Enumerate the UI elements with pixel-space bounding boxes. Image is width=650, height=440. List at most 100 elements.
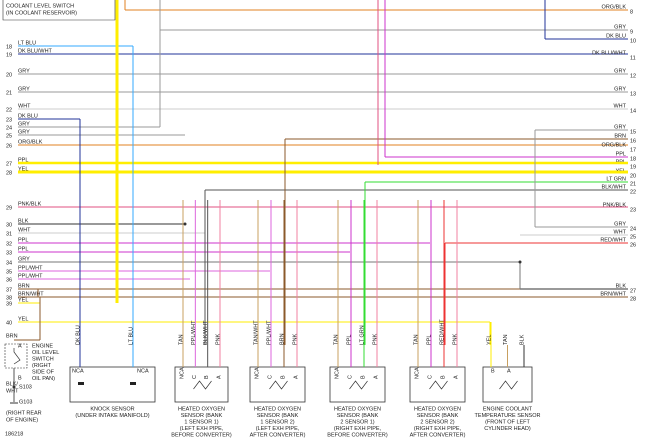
- right-pin: 20: [630, 173, 636, 179]
- oil-label: SWITCH: [32, 356, 54, 362]
- component-label: HEATED OXYGEN: [414, 406, 461, 412]
- right-pin: 28: [630, 296, 636, 302]
- left-color: YEL: [18, 316, 28, 322]
- left-color: DK BLU: [18, 113, 38, 119]
- pin-label: B: [491, 368, 495, 374]
- left-color: PPL: [18, 237, 28, 243]
- splice: [518, 260, 522, 264]
- pin-wire-label: PPL/WHT: [266, 320, 272, 345]
- figure-id: 186218: [5, 431, 23, 437]
- left-pin: 27: [6, 161, 12, 167]
- right-color: GRY: [614, 124, 626, 130]
- left-color: PPL: [18, 157, 28, 163]
- pin-wire-label: PPL/WHT: [191, 320, 197, 345]
- pin-wire-label: BLK/WHT: [203, 320, 209, 345]
- component-label: 1 SENSOR 2): [260, 419, 294, 425]
- component-label: AFTER CONVERTER): [250, 432, 306, 438]
- left-pin: 21: [6, 90, 12, 96]
- ground-label: (RIGHT REAR: [6, 410, 42, 416]
- pin-label: NCA: [254, 367, 260, 379]
- left-color: BLK: [18, 218, 29, 224]
- sensor-symbol: [269, 380, 288, 390]
- left-color: ORG/BLK: [18, 139, 43, 145]
- component-label: 1 SENSOR 1): [184, 419, 218, 425]
- pin-label: C: [427, 375, 433, 379]
- component-label: (LEFT EXH PIPE,: [180, 426, 224, 432]
- left-color: GRY: [18, 68, 30, 74]
- oil-switch-box: [4, 343, 28, 369]
- left-pin: 35: [6, 269, 12, 275]
- left-pin: 39: [6, 301, 12, 307]
- right-pin: 10: [630, 38, 636, 44]
- component-label: TEMPERATURE SENSOR: [475, 413, 541, 419]
- sensor-symbol: [349, 380, 368, 390]
- left-pin: 20: [6, 72, 12, 78]
- left-pin: 26: [6, 143, 12, 149]
- right-pin: 26: [630, 242, 636, 248]
- pin-label: A: [293, 375, 299, 379]
- pin-label: A: [453, 375, 459, 379]
- right-pin: 25: [630, 234, 636, 240]
- left-color: PNK/BLK: [18, 201, 42, 207]
- pin-wire-label: YEL: [486, 335, 492, 345]
- left-pin: 34: [6, 260, 12, 266]
- pin-label: NCA: [72, 368, 84, 374]
- sensor-element: [78, 382, 84, 385]
- left-color: YEL: [18, 166, 28, 172]
- left-color: LT BLU: [18, 40, 36, 46]
- left-pin: 37: [6, 287, 12, 293]
- right-color: PNK/BLK: [603, 202, 627, 208]
- sensor-element: [130, 382, 136, 385]
- switch-symbol: [13, 348, 21, 365]
- pin-label: B: [280, 375, 286, 379]
- left-pin: 36: [6, 277, 12, 283]
- right-color: BLK/WHT: [602, 184, 627, 190]
- component-label: BEFORE CONVERTER): [327, 432, 388, 438]
- component-label: (FRONT OF LEFT: [485, 419, 530, 425]
- pin-label: C: [267, 375, 273, 379]
- right-color: BRN/WHT: [600, 291, 626, 297]
- oil-label: (RIGHT: [32, 363, 52, 369]
- left-color: PPL: [18, 246, 28, 252]
- left-pin: 19: [6, 52, 12, 58]
- pin-wire-label: TAN: [413, 334, 419, 345]
- header-label: (IN COOLANT RESERVOIR): [6, 10, 77, 16]
- pin-label: A: [216, 375, 222, 379]
- sensor-symbol: [429, 380, 448, 390]
- splice-label: S103: [19, 384, 32, 390]
- right-pin: 23: [630, 207, 636, 213]
- right-pin: 15: [630, 129, 636, 135]
- oil-pin: A: [18, 343, 22, 349]
- right-pin: 22: [630, 189, 636, 195]
- right-pin: 16: [630, 138, 636, 144]
- right-color: GRY: [614, 221, 626, 227]
- pin-label: NCA: [179, 367, 185, 379]
- pin-wire-label: TAN: [503, 334, 509, 345]
- pin-label: A: [373, 375, 379, 379]
- left-color: GRY: [18, 86, 30, 92]
- right-pin: 18: [630, 156, 636, 162]
- component-label: 2 SENSOR 1): [340, 419, 374, 425]
- pin-wire-label: TAN: [333, 334, 339, 345]
- pin-label: B: [360, 375, 366, 379]
- ground-label-id: G103: [19, 399, 32, 405]
- pin-wire-label: PNK: [452, 333, 458, 345]
- pin-wire-label: PNK: [292, 333, 298, 345]
- left-pin: 23: [6, 117, 12, 123]
- right-pin: 21: [630, 181, 636, 187]
- pin-label: B: [440, 375, 446, 379]
- left-color: BRN: [18, 283, 30, 289]
- pin-wire-label: LT BLU: [128, 327, 134, 345]
- left-color: YEL: [18, 297, 28, 303]
- left-pin: 28: [6, 170, 12, 176]
- sensor-symbol: [499, 380, 518, 390]
- pin-wire-label: PNK: [215, 333, 221, 345]
- component-box: [482, 366, 533, 403]
- component-label: SENSOR (BANK: [417, 413, 459, 419]
- pin-wire-label: PPL: [346, 335, 352, 345]
- right-color: ORG/BLK: [602, 4, 627, 10]
- pin-label: C: [192, 375, 198, 379]
- component-label: HEATED OXYGEN: [334, 406, 381, 412]
- left-color: WHT: [18, 103, 31, 109]
